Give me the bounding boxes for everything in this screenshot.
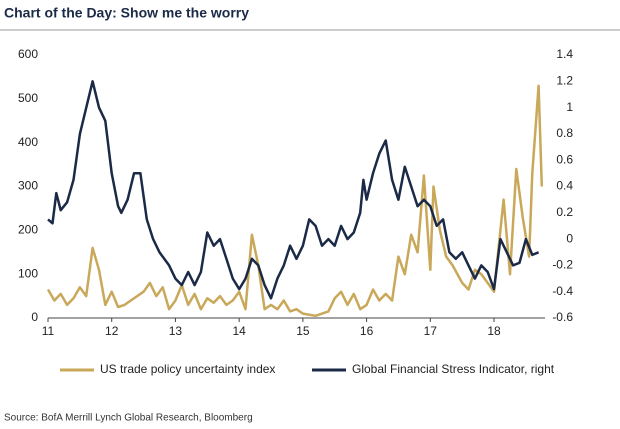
x-tick-label: 17 xyxy=(424,324,438,338)
y-tick-label: 600 xyxy=(18,47,38,61)
x-tick-label: 18 xyxy=(487,324,501,338)
series-line xyxy=(47,80,540,300)
y2-tick-label: -0.6 xyxy=(552,310,573,324)
legend-label: US trade policy uncertainty index xyxy=(100,362,275,376)
y-tick-label: 500 xyxy=(18,91,38,105)
y-tick-label: 400 xyxy=(18,135,38,149)
y-tick-label: 100 xyxy=(18,266,38,280)
series-line xyxy=(46,84,544,318)
y-tick-label: 0 xyxy=(31,310,38,324)
y2-tick-label: 0.6 xyxy=(556,152,573,166)
y2-tick-label: -0.2 xyxy=(552,258,573,272)
y2-tick-label: 1 xyxy=(566,100,573,114)
legend-label: Global Financial Stress Indicator, right xyxy=(352,362,555,376)
x-tick-label: 16 xyxy=(360,324,374,338)
x-tick-label: 14 xyxy=(232,324,246,338)
x-tick-label: 13 xyxy=(169,324,183,338)
x-tick-label: 11 xyxy=(42,324,55,338)
y-tick-label: 200 xyxy=(18,223,38,237)
y2-tick-label: 0.4 xyxy=(556,179,573,193)
y2-tick-label: 1.4 xyxy=(556,47,573,61)
y2-tick-label: 1.2 xyxy=(556,73,573,87)
y2-tick-label: -0.4 xyxy=(552,284,573,298)
source: Source: BofA Merrill Lynch Global Resear… xyxy=(4,413,253,424)
x-tick-label: 15 xyxy=(296,324,310,338)
y2-tick-label: 0.8 xyxy=(556,126,573,140)
y2-tick-label: 0.2 xyxy=(556,205,573,219)
y-tick-label: 300 xyxy=(18,179,38,193)
y2-tick-label: 0 xyxy=(566,231,573,245)
x-tick-label: 12 xyxy=(105,324,119,338)
chart-title: Chart of the Day: Show me the worry xyxy=(4,5,249,21)
